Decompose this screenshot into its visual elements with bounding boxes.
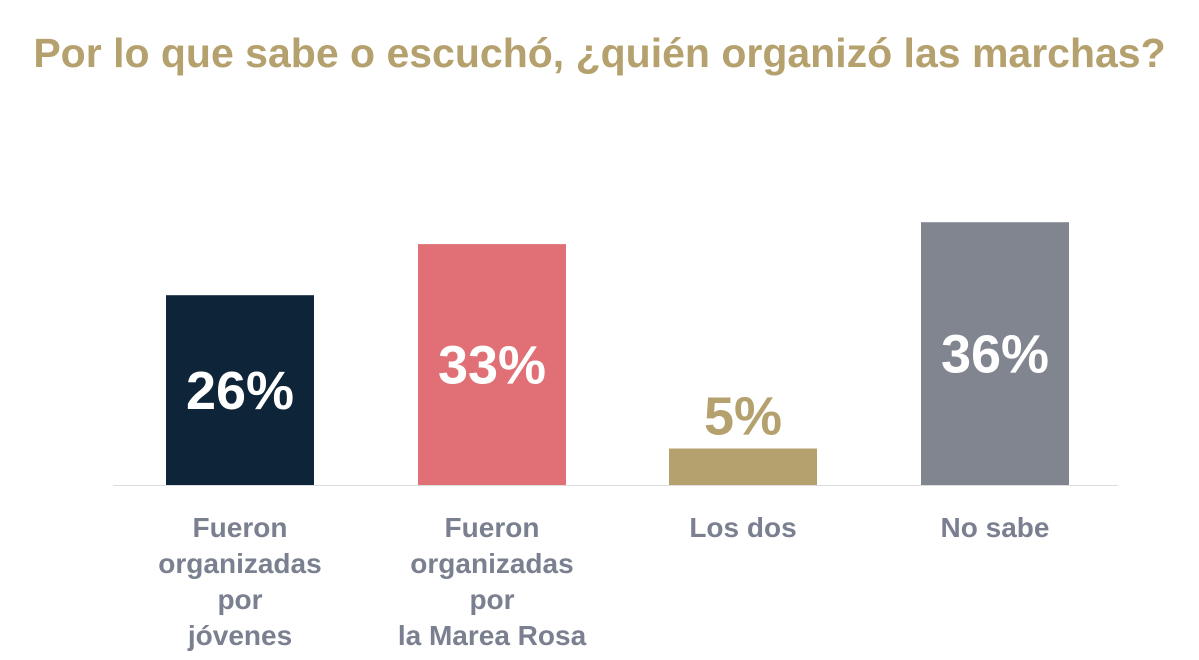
category-label-3: Los dos [638,510,848,546]
bar-3 [669,448,817,485]
category-label-line: organizadas por [410,548,574,615]
category-label-1: Fueron organizadas por jóvenes [135,510,345,654]
bar-value-label-3: 5% [704,387,782,447]
bars-group [166,222,1069,485]
category-label-line: Fueron [192,512,288,543]
bar-4 [921,222,1069,485]
category-label-line: organizadas por [158,548,322,615]
bar-2 [418,244,566,485]
category-label-4: No sabe [890,510,1100,546]
bar-1 [166,295,314,485]
category-label-2: Fueron organizadas por la Marea Rosa [387,510,597,654]
value-labels-group: 26% 33% 5% 36% [186,325,1049,447]
category-label-line: jóvenes [187,620,293,651]
category-label-line: No sabe [940,512,1050,543]
category-label-line: la Marea Rosa [397,620,587,651]
category-label-line: Fueron [444,512,540,543]
bar-value-label-2: 33% [438,336,546,396]
bar-value-label-1: 26% [186,361,294,421]
chart-title: Por lo que sabe o escuchó, ¿quién organi… [33,30,1166,76]
category-label-line: Los dos [689,512,797,543]
bar-value-label-4: 36% [941,325,1049,385]
